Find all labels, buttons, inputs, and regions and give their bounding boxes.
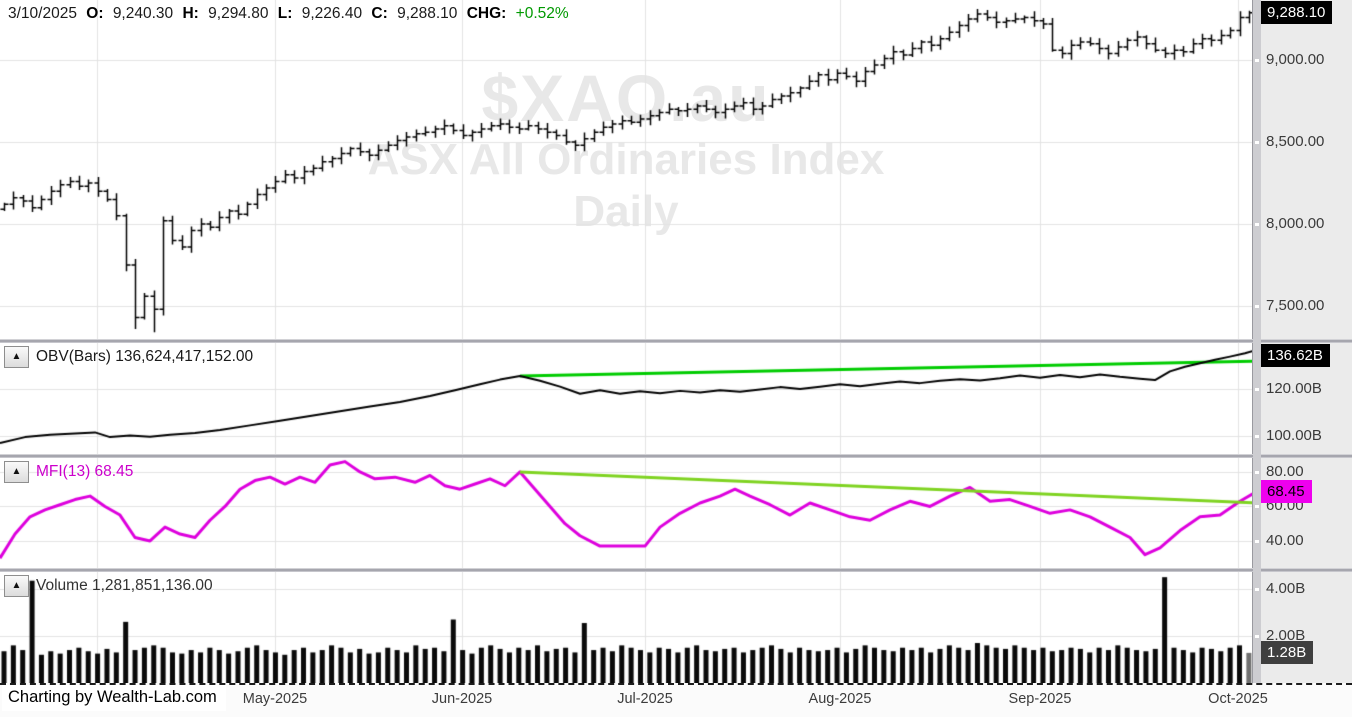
ohlc-status-line: 3/10/2025 O: 9,240.30 H: 9,294.80 L: 9,2… (8, 5, 574, 23)
volume-pane-title: Volume 1,281,851,136.00 (36, 577, 213, 594)
open-label: O: (86, 5, 104, 22)
price-axis-tick-label: 7,500.00 (1266, 297, 1325, 315)
price-pane-plot[interactable] (0, 0, 1252, 339)
volume-pane-plot[interactable] (0, 572, 1252, 683)
pane-separator[interactable] (0, 454, 1352, 458)
pane-separator[interactable] (0, 568, 1352, 572)
obv-pane-title: OBV(Bars) 136,624,417,152.00 (36, 348, 254, 365)
mfi-axis-tick-label: 80.00 (1266, 462, 1304, 480)
axis-tick-mark (1255, 387, 1259, 391)
mfi-pane-collapse-button[interactable]: ▲ (4, 461, 29, 483)
axis-tick-mark (1255, 434, 1259, 438)
obv-axis-tick-label: 100.00B (1266, 426, 1322, 444)
axis-tick-mark (1255, 141, 1259, 145)
value-axis-tick-gutter (1253, 0, 1261, 683)
axis-tick-mark (1255, 305, 1259, 309)
axis-tick-mark (1255, 587, 1259, 591)
axis-tick-mark (1255, 505, 1259, 509)
time-axis-month-label: Sep-2025 (1008, 691, 1072, 707)
time-axis-month-label: Aug-2025 (808, 691, 872, 707)
close-label: C: (371, 5, 388, 22)
obv-axis-tick-label: 120.00B (1266, 379, 1322, 397)
price-axis-tick-label: 9,000.00 (1266, 51, 1325, 69)
axis-tick-mark (1255, 470, 1259, 474)
price-last-value-marker: 9,288.10 (1261, 1, 1333, 25)
high-label: H: (182, 5, 199, 22)
volume-last-value-marker: 1.28B (1261, 641, 1314, 665)
time-axis-month-label: Jun-2025 (431, 691, 493, 707)
obv-last-value-marker: 136.62B (1261, 344, 1330, 367)
wealth-lab-branding: Charting by Wealth-Lab.com (2, 685, 226, 711)
mfi-axis-tick-label: 40.00 (1266, 531, 1304, 549)
change-value: +0.52% (515, 5, 569, 22)
volume-pane-collapse-button[interactable]: ▲ (4, 575, 29, 597)
mfi-last-value-marker: 68.45 (1261, 480, 1312, 504)
axis-tick-mark (1255, 634, 1259, 638)
mfi-pane-plot[interactable] (0, 458, 1252, 568)
volume-axis-tick-label: 4.00B (1266, 579, 1306, 597)
volume-axis-tick-label: 2.00B (1266, 626, 1306, 644)
time-axis-month-label: May-2025 (242, 691, 308, 707)
time-axis-month-label: Jul-2025 (617, 691, 673, 707)
axis-tick-mark (1255, 59, 1259, 63)
axis-tick-mark (1255, 223, 1259, 227)
obv-pane-plot[interactable] (0, 343, 1252, 454)
open-value: 9,240.30 (112, 5, 174, 22)
axis-tick-mark (1255, 539, 1259, 543)
high-value: 9,294.80 (208, 5, 269, 22)
pane-separator[interactable] (0, 339, 1352, 343)
price-axis-tick-label: 8,000.00 (1266, 215, 1325, 233)
obv-pane-collapse-button[interactable]: ▲ (4, 346, 29, 368)
time-axis-month-label: Oct-2025 (1208, 691, 1268, 707)
low-label: L: (277, 5, 293, 22)
change-label: CHG: (466, 5, 507, 22)
mfi-pane-title: MFI(13) 68.45 (36, 463, 134, 480)
close-value: 9,288.10 (397, 5, 458, 22)
low-value: 9,226.40 (301, 5, 363, 22)
price-axis-tick-label: 8,500.00 (1266, 133, 1325, 151)
bar-date: 3/10/2025 (8, 5, 77, 22)
